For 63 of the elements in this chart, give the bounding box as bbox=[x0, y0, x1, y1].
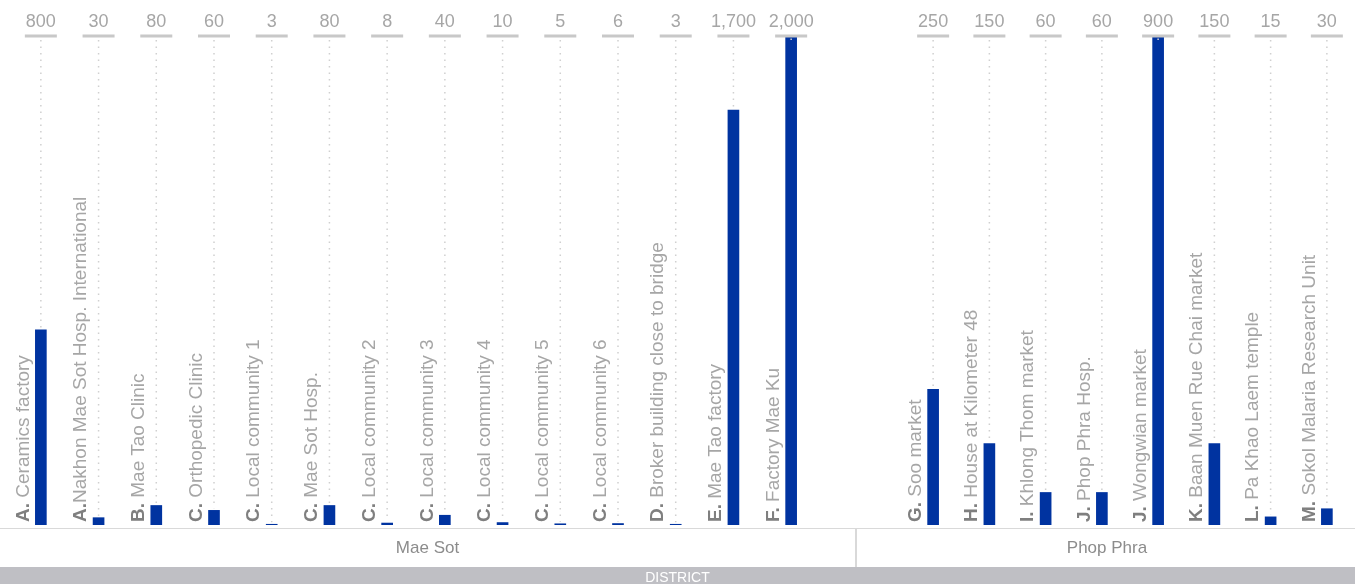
x-tick-label: C. Local community 3 bbox=[415, 339, 437, 522]
data-label: 900 bbox=[1143, 11, 1174, 31]
x-tick-label: G. Soo market bbox=[903, 398, 925, 522]
x-tick-label: E. Mae Tao factory bbox=[704, 363, 726, 522]
data-label: 3 bbox=[670, 11, 681, 31]
bar bbox=[323, 505, 336, 525]
data-label: 80 bbox=[319, 11, 340, 31]
data-label: 15 bbox=[1260, 11, 1281, 31]
x-tick-label: A. Ceramics factory bbox=[11, 354, 33, 522]
x-tick-label: L. Pa Khao Laem temple bbox=[1241, 311, 1263, 522]
x-axis-title: Mae Sot bbox=[0, 528, 855, 567]
x-tick-label: C. Local community 2 bbox=[357, 339, 379, 522]
bar bbox=[927, 389, 939, 525]
bar bbox=[1096, 492, 1108, 525]
x-tick-label: D. Broker building close to bridge bbox=[646, 242, 668, 522]
bar bbox=[785, 37, 797, 525]
bar bbox=[983, 443, 996, 525]
data-label: 80 bbox=[146, 11, 167, 31]
x-tick-label: B. Mae Tao Clinic bbox=[127, 373, 149, 522]
data-label: 8 bbox=[382, 11, 393, 31]
bar bbox=[496, 522, 509, 525]
data-label: 2,000 bbox=[768, 11, 814, 31]
x-tick-label: C. Local community 5 bbox=[531, 339, 553, 522]
bar bbox=[150, 505, 163, 525]
x-tick-label: F. Factory Mae Ku bbox=[761, 367, 783, 522]
data-label: 1,700 bbox=[710, 11, 756, 31]
x-tick-label: M. Sokol Malaria Research Unit bbox=[1297, 254, 1319, 522]
data-label: 60 bbox=[1035, 11, 1056, 31]
data-label: 3 bbox=[266, 11, 277, 31]
bar bbox=[439, 514, 451, 525]
x-tick-label: J. Phop Phra Hosp. bbox=[1072, 356, 1094, 522]
data-label: 60 bbox=[1091, 11, 1112, 31]
x-tick-label: C. Local community 1 bbox=[242, 339, 264, 522]
bar bbox=[1321, 508, 1333, 525]
text: DISTRICT bbox=[0, 567, 1355, 584]
x-tick-label: C. Orthopedic Clinic bbox=[184, 353, 206, 522]
bar bbox=[92, 517, 105, 525]
data-label: 6 bbox=[612, 11, 624, 31]
x-tick-label: C. Local community 4 bbox=[473, 338, 495, 522]
data-label: 800 bbox=[25, 11, 56, 31]
bar bbox=[1039, 492, 1052, 525]
data-label: 5 bbox=[555, 11, 566, 31]
data-label: 30 bbox=[88, 11, 109, 31]
bar bbox=[1208, 443, 1221, 525]
bar bbox=[727, 109, 740, 525]
bar bbox=[208, 510, 220, 525]
bar bbox=[35, 329, 47, 525]
bar bbox=[1152, 37, 1164, 525]
x-tick-label: A.Nakhon Mae Sot Hosp. International bbox=[69, 196, 91, 522]
data-label: 150 bbox=[1199, 11, 1230, 31]
data-label: 30 bbox=[1316, 11, 1337, 31]
data-label: 10 bbox=[492, 11, 513, 31]
x-axis-title: Phop Phra bbox=[855, 528, 1355, 567]
x-tick-label: J. Wongwian market bbox=[1128, 348, 1150, 522]
data-label: 150 bbox=[974, 11, 1005, 31]
x-tick-label: H. House at Kilometer 48 bbox=[960, 309, 982, 522]
x-tick-label: C. Local community 6 bbox=[588, 339, 610, 522]
data-label: 250 bbox=[918, 11, 949, 31]
x-tick-label: C. Mae Sot Hosp. bbox=[300, 372, 322, 522]
data-label: 60 bbox=[203, 11, 225, 31]
x-tick-label: K. Baan Muen Rue Chai market bbox=[1185, 251, 1207, 522]
data-label: 40 bbox=[434, 11, 455, 31]
x-tick-label: I. Khlong Thom market bbox=[1016, 329, 1038, 522]
